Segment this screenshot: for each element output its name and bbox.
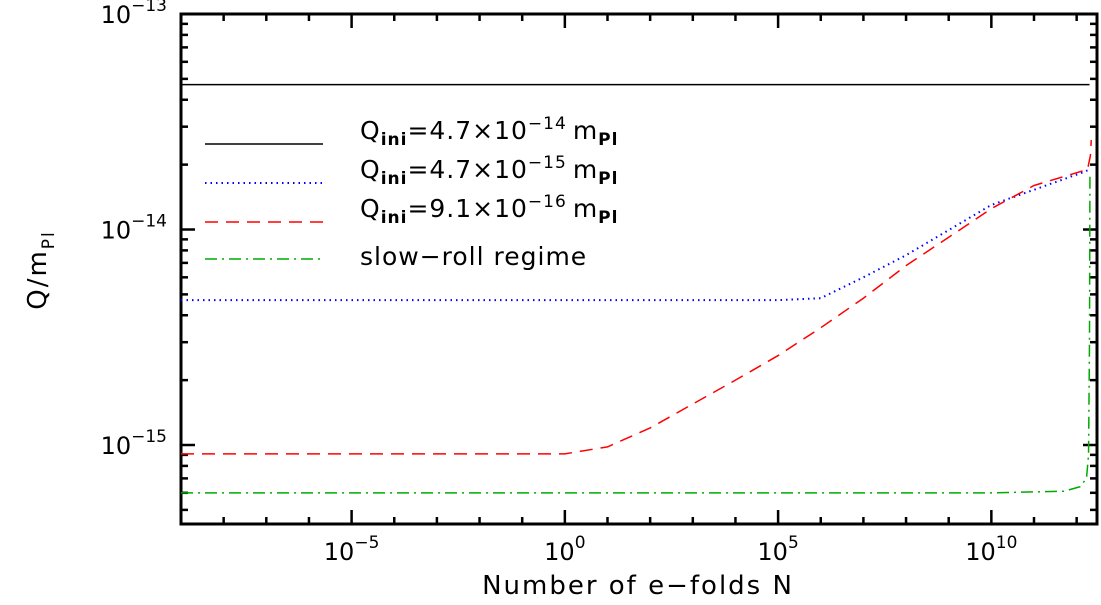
y-tick-label-exp: −14 <box>131 212 167 232</box>
x-tick-label-exp: 5 <box>788 533 799 553</box>
legend-label-1: Qini=4.7×10−14 mPl <box>360 114 618 150</box>
legend-label-1-exp: −14 <box>528 114 567 134</box>
legend-label-2-unit: m <box>573 155 598 184</box>
x-tick-label-exp: 0 <box>575 533 586 553</box>
series-line-4 <box>181 174 1091 494</box>
y-tick-label-base: 10 <box>101 432 132 460</box>
legend-label-1-unit: m <box>573 116 598 145</box>
legend-label-1-mid: =4.7×10 <box>407 116 527 145</box>
y-axis-title-sub: Pl <box>39 230 59 249</box>
x-tick-label-base: 10 <box>324 538 355 566</box>
y-tick-label-base: 10 <box>101 1 132 29</box>
x-tick-label: 10−5 <box>324 533 380 566</box>
x-tick-label: 100 <box>544 533 585 566</box>
legend-label-1-q: Q <box>360 116 381 145</box>
y-axis-title: Q/mPl <box>23 230 59 310</box>
legend: Qini=4.7×10−14 mPl Qini=4.7×10−15 mPl Qini… <box>205 114 618 271</box>
legend-label-3-sub: ini <box>381 208 408 228</box>
legend-label-4: slow−roll regime <box>360 242 587 271</box>
y-tick-label-base: 10 <box>101 217 132 245</box>
legend-label-3-mid: =9.1×10 <box>407 194 527 223</box>
series-line-3 <box>181 140 1093 455</box>
y-tick-label-exp: −15 <box>131 427 167 447</box>
y-tick-label: 10−13 <box>101 0 167 29</box>
y-tick-label-exp: −13 <box>131 0 167 16</box>
legend-label-3-unit: m <box>573 194 598 223</box>
legend-label-3-exp: −16 <box>528 192 567 212</box>
legend-label-2-sub: ini <box>381 169 408 189</box>
legend-label-1-unit-sub: Pl <box>598 130 618 150</box>
series-line-2 <box>181 168 1090 302</box>
x-tick-label-base: 10 <box>965 538 996 566</box>
series-lines <box>181 83 1093 494</box>
legend-label-2-exp: −15 <box>528 153 567 173</box>
legend-label-2: Qini=4.7×10−15 mPl <box>360 153 618 189</box>
legend-label-1-sub: ini <box>381 130 408 150</box>
legend-label-2-unit-sub: Pl <box>598 169 618 189</box>
x-tick-label-exp: −5 <box>354 533 379 553</box>
x-tick-label-base: 10 <box>757 538 788 566</box>
x-tick-label-exp: 10 <box>996 533 1018 553</box>
x-axis-title: Number of e−folds N <box>482 571 794 601</box>
legend-label-2-mid: =4.7×10 <box>407 155 527 184</box>
x-tick-label: 105 <box>757 533 798 566</box>
legend-label-3-unit-sub: Pl <box>598 208 618 228</box>
y-axis-title-main: Q/m <box>23 249 53 310</box>
x-tick-label-base: 10 <box>544 538 575 566</box>
y-tick-label: 10−14 <box>101 212 167 245</box>
plot-frame <box>179 12 1099 526</box>
legend-label-3: Qini=9.1×10−16 mPl <box>360 192 618 228</box>
x-tick-label: 1010 <box>965 533 1017 566</box>
legend-label-2-q: Q <box>360 155 381 184</box>
legend-label-3-q: Q <box>360 194 381 223</box>
y-tick-label: 10−15 <box>101 427 167 460</box>
